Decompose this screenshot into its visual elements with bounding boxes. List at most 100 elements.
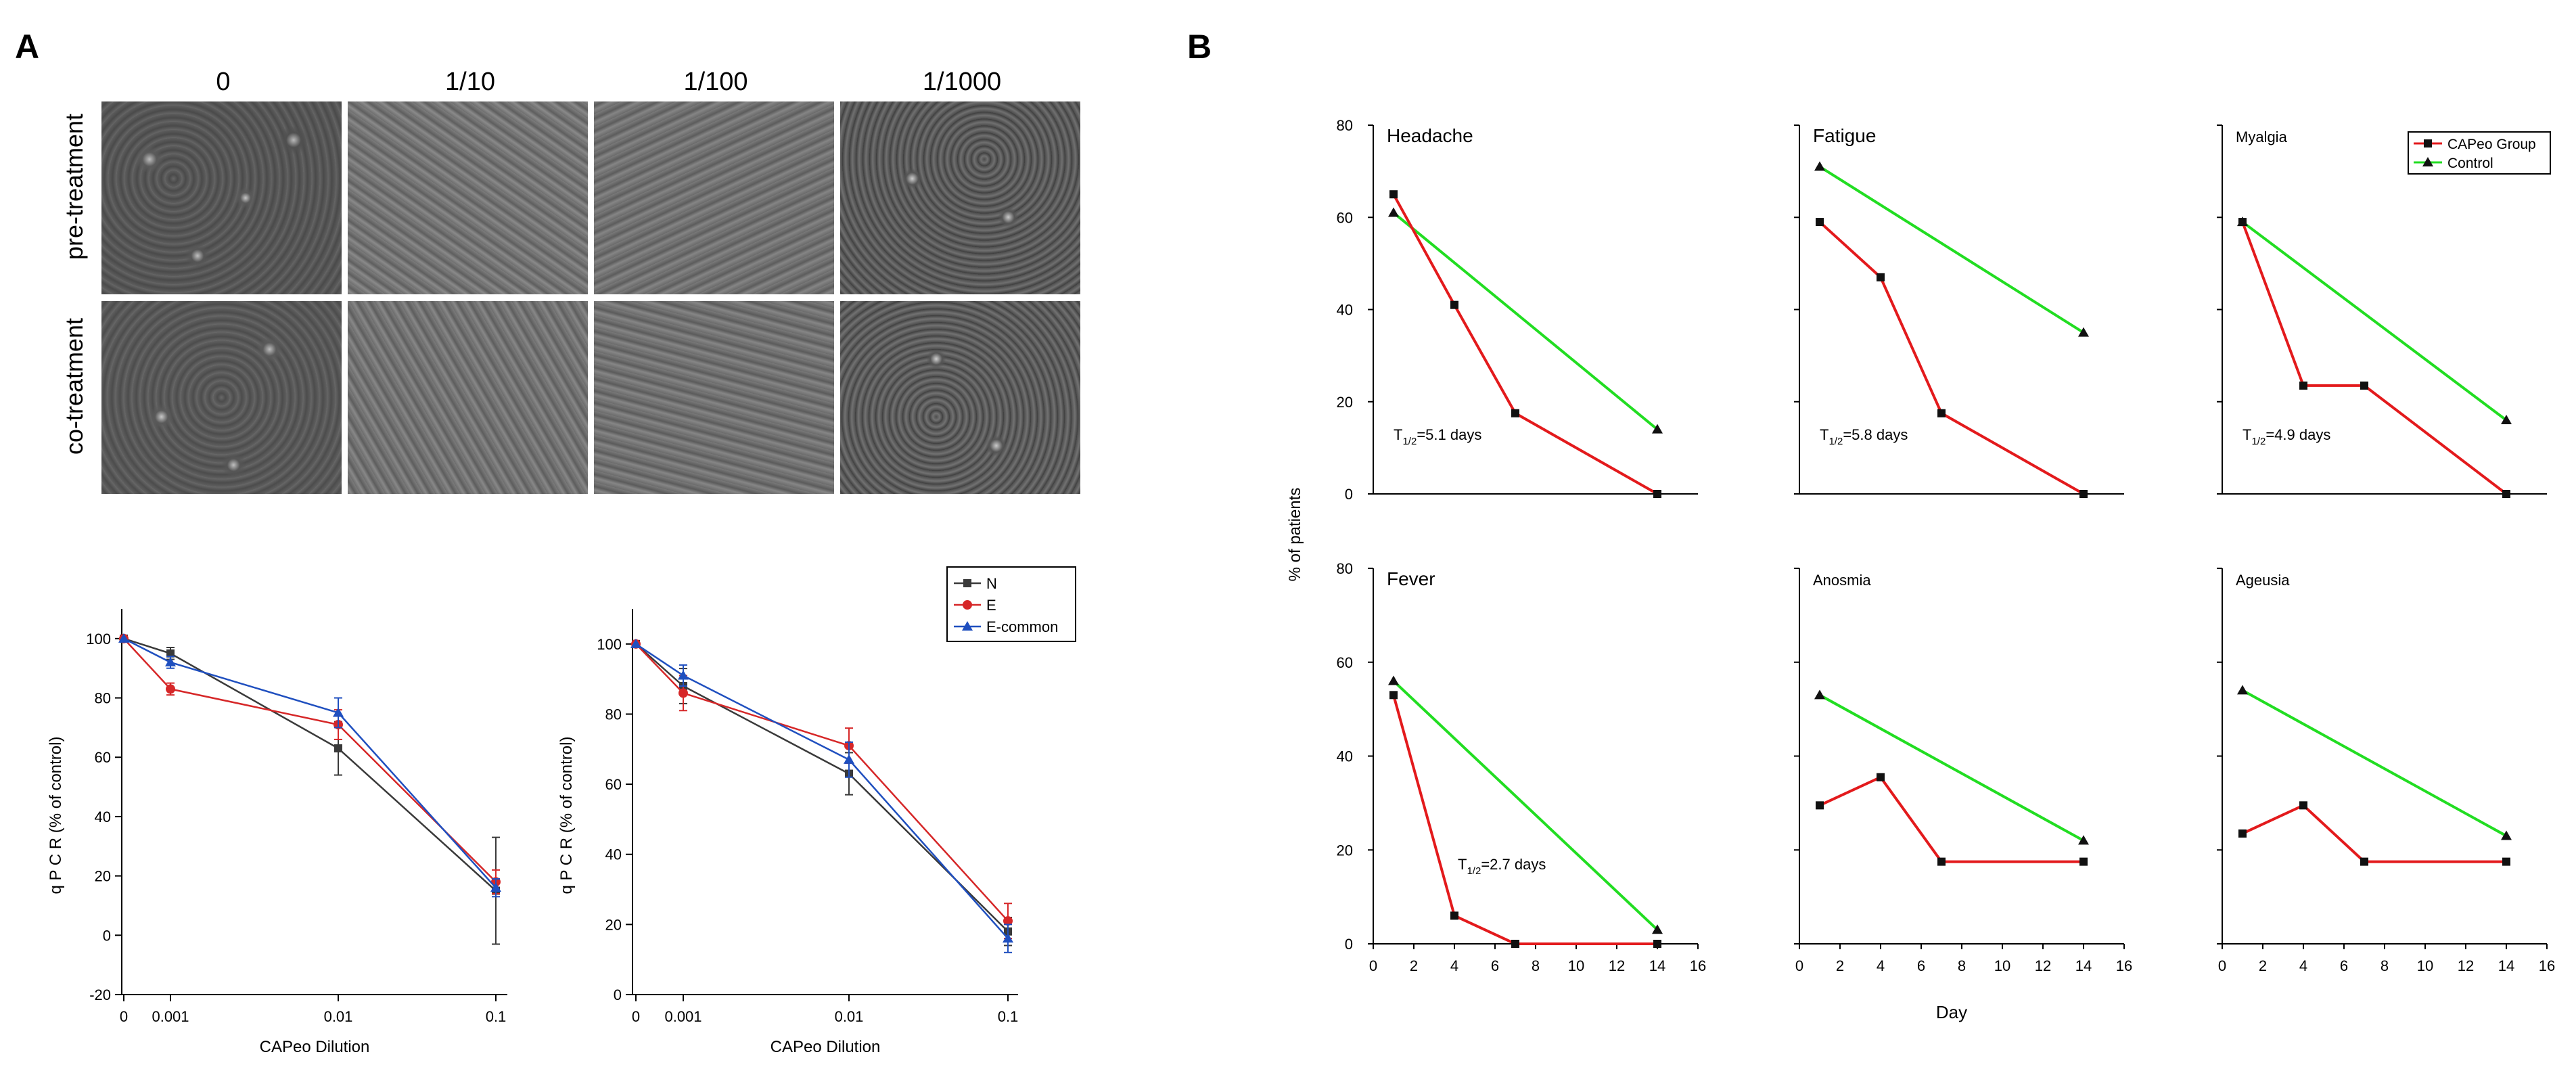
qpcr-1-xtick-label-0: 0 xyxy=(632,1008,640,1025)
qpcr-legend-marker-2 xyxy=(962,621,973,631)
qpcr-0-ytick-label-6: 100 xyxy=(86,631,111,647)
qpcr-1-y-label: q P C R (% of control) xyxy=(557,737,576,894)
qpcr-0-xtick-label-2: 0.01 xyxy=(324,1008,353,1025)
sym-4-control-line xyxy=(1819,693,2084,842)
sym-3-xtick-label-5: 10 xyxy=(1568,957,1584,974)
sym-legend-marker-capeo xyxy=(2424,139,2432,147)
sym-2-control-line xyxy=(2241,221,2508,422)
sym-3-capeo-point-3 xyxy=(1653,940,1661,948)
sym-2-capeo-point-0 xyxy=(2238,218,2247,227)
sym-0-ytick-label-0: 0 xyxy=(1345,486,1353,503)
qpcr-0-xtick-label-1: 0.001 xyxy=(152,1008,189,1025)
panel-b-label: B xyxy=(1187,28,1212,66)
qpcr-1-ytick-label-4: 80 xyxy=(605,706,622,723)
sym-0-capeo-line xyxy=(1392,194,1658,495)
sym-1-title: Fatigue xyxy=(1813,125,1876,146)
sym-0-capeo-point-2 xyxy=(1511,409,1519,417)
sym-3-capeo-point-2 xyxy=(1511,940,1519,948)
sym-2-capeo-line xyxy=(2241,221,2508,495)
sym-1-capeo-point-0 xyxy=(1816,218,1824,227)
sym-0-capeo-point-3 xyxy=(1653,490,1661,498)
sym-4-control-point-1 xyxy=(2078,835,2089,845)
sym-4-xtick-label-6: 12 xyxy=(2035,957,2051,974)
qpcr-legend-label-1: E xyxy=(986,597,996,614)
sym-1-capeo-point-3 xyxy=(2079,490,2088,498)
sym-3-control-point-0 xyxy=(1388,675,1399,685)
qpcr-legend-marker-0 xyxy=(963,579,971,587)
micro-image-pre-3 xyxy=(840,101,1080,294)
sym-5-xtick-label-2: 4 xyxy=(2299,957,2307,974)
sym-3-control-line xyxy=(1392,680,1659,931)
sym-5-control-line xyxy=(2242,689,2507,838)
sym-4-xtick-label-8: 16 xyxy=(2116,957,2132,974)
sym-3-ytick-label-3: 60 xyxy=(1337,654,1353,671)
qpcr-0-series-N-point-1 xyxy=(166,649,175,658)
qpcr-0-series-E_common-point-0 xyxy=(118,633,129,643)
qpcr-0-ytick-label-2: 20 xyxy=(95,868,111,885)
sym-4-xtick-label-5: 10 xyxy=(1994,957,2010,974)
sym-5-capeo-point-1 xyxy=(2299,801,2307,810)
sym-1-capeo-point-1 xyxy=(1877,273,1885,281)
sym-legend-label-capeo: CAPeo Group xyxy=(2447,137,2536,152)
sym-5-title: Ageusia xyxy=(2236,572,2290,589)
sym-4-xtick-label-4: 8 xyxy=(1958,957,1966,974)
qpcr-1-series-E-point-3 xyxy=(1003,916,1013,926)
sym-2-control-point-1 xyxy=(2501,415,2512,424)
sym-0-control-point-0 xyxy=(1388,207,1399,217)
micro-image-co-0 xyxy=(101,301,342,494)
sym-4-capeo-line xyxy=(1819,775,2084,863)
qpcr-0-ytick-label-0: -20 xyxy=(89,986,111,1003)
sym-4-xtick-label-7: 14 xyxy=(2075,957,2092,974)
sym-1-control-point-1 xyxy=(2078,327,2089,337)
qpcr-1-xtick-label-2: 0.01 xyxy=(835,1008,864,1025)
sym-5-xtick-label-0: 0 xyxy=(2218,957,2226,974)
sym-4-capeo-point-2 xyxy=(1937,857,1946,866)
sym-5-xtick-label-7: 14 xyxy=(2498,957,2514,974)
qpcr-legend-label-0: N xyxy=(986,575,997,592)
sym-4-xtick-label-3: 6 xyxy=(1917,957,1925,974)
qpcr-1-series-N-line xyxy=(635,643,1009,932)
qpcr-0-ytick-label-4: 60 xyxy=(95,749,111,766)
micro-col-label-0: 0 xyxy=(216,68,231,96)
qpcr-1-ytick-label-0: 0 xyxy=(614,986,622,1003)
micro-image-pre-2 xyxy=(594,101,834,294)
qpcr-legend-marker-1 xyxy=(963,600,972,610)
sym-0-ytick-label-4: 80 xyxy=(1337,117,1353,134)
qpcr-0-series-E_common-point-1 xyxy=(165,656,176,666)
sym-0-title: Headache xyxy=(1387,125,1473,146)
micro-col-label-2: 1/100 xyxy=(683,68,748,96)
sym-5-capeo-line xyxy=(2242,803,2506,863)
sym-1-t-half: T1/2=5.8 days xyxy=(1820,426,1908,447)
sym-3-xtick-label-2: 4 xyxy=(1450,957,1458,974)
qpcr-0-series-E_common-line xyxy=(123,637,497,888)
qpcr-0-series-E_common-point-2 xyxy=(333,707,344,717)
qpcr-1-series-E_common-point-3 xyxy=(1003,933,1013,943)
sym-1-capeo-point-2 xyxy=(1937,409,1946,417)
sym-2-capeo-point-2 xyxy=(2360,381,2368,390)
sym-0-control-line xyxy=(1392,211,1659,431)
qpcr-1-x-label: CAPeo Dilution xyxy=(770,1038,881,1056)
qpcr-1-series-E_common-line xyxy=(635,643,1009,939)
sym-4-capeo-point-0 xyxy=(1816,801,1824,810)
sym-0-ytick-label-1: 20 xyxy=(1337,394,1353,411)
panel-a-label: A xyxy=(15,28,40,66)
sym-legend-box xyxy=(2408,131,2551,175)
sym-3-capeo-point-1 xyxy=(1450,911,1458,920)
sym-0-capeo-point-0 xyxy=(1389,190,1398,199)
micro-image-pre-1 xyxy=(348,101,588,294)
sym-2-title: Myalgia xyxy=(2236,129,2288,145)
sym-4-xtick-label-1: 2 xyxy=(1836,957,1844,974)
micro-col-label-3: 1/1000 xyxy=(922,68,1002,96)
qpcr-0-x-label: CAPeo Dilution xyxy=(260,1038,370,1056)
qpcr-1-series-E_common-point-2 xyxy=(844,754,854,764)
sym-5-xtick-label-5: 10 xyxy=(2417,957,2433,974)
micro-image-co-3 xyxy=(840,301,1080,494)
qpcr-1-ytick-label-2: 40 xyxy=(605,846,622,863)
sym-legend-label-control: Control xyxy=(2447,156,2493,171)
sym-5-capeo-point-3 xyxy=(2502,857,2510,866)
qpcr-1-ytick-label-5: 100 xyxy=(597,636,622,653)
sym-3-xtick-label-0: 0 xyxy=(1369,957,1377,974)
qpcr-1-ytick-label-3: 60 xyxy=(605,776,622,793)
sym-legend-marker-control xyxy=(2422,157,2433,166)
sym-4-capeo-point-3 xyxy=(2079,857,2088,866)
